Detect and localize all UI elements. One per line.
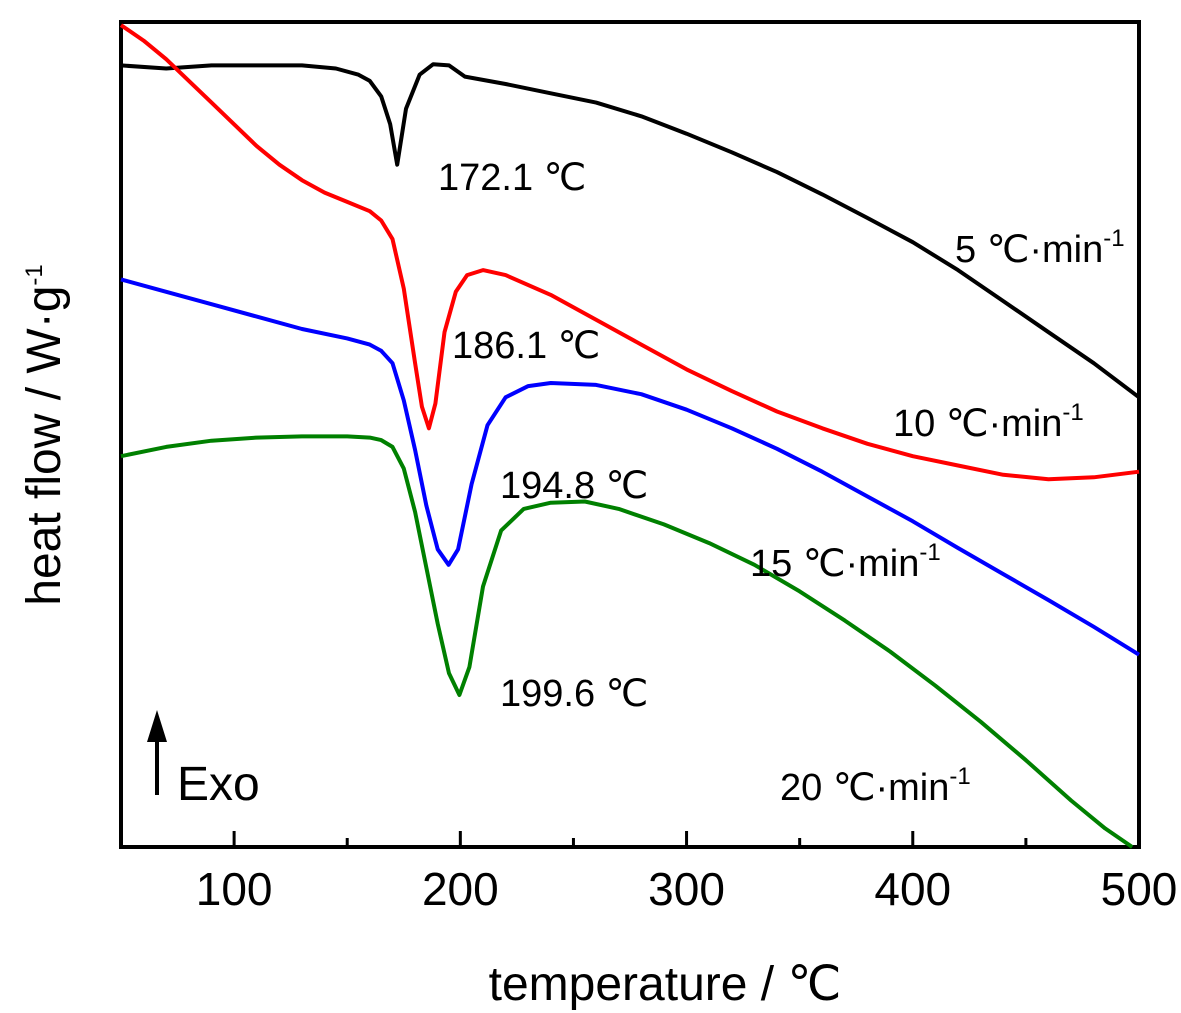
peak-label-20: 199.6 ℃	[500, 673, 648, 715]
x-ticks	[232, 831, 1028, 847]
series-label-20: 20 ℃·min-1	[780, 763, 971, 809]
exo-label: Exo	[177, 758, 260, 811]
series-line-1	[119, 23, 1140, 482]
series-line-0	[120, 62, 1141, 399]
exo-arrow-head	[147, 710, 167, 742]
x-tick-labels: 100 200 300 400 500	[196, 863, 1178, 915]
y-axis-title: heat flow / W·g-1	[18, 264, 71, 605]
x-axis-title: temperature / ℃	[489, 958, 842, 1011]
x-tick-label-500: 500	[1101, 863, 1178, 915]
peak-label-5: 172.1 ℃	[438, 157, 586, 199]
series-label-15: 15 ℃·min-1	[750, 539, 941, 585]
series-label-5: 5 ℃·min-1	[955, 225, 1125, 271]
x-tick-label-400: 400	[874, 863, 951, 915]
x-tick-label-100: 100	[196, 863, 273, 915]
x-tick-label-300: 300	[648, 863, 725, 915]
series-label-10: 10 ℃·min-1	[893, 399, 1084, 445]
peak-label-10: 186.1 ℃	[452, 325, 600, 367]
series-line-3	[120, 434, 1134, 849]
series-lines	[119, 23, 1141, 849]
series-line-2	[120, 277, 1141, 657]
plot-frame	[119, 20, 1141, 849]
x-tick-label-200: 200	[422, 863, 499, 915]
peak-label-15: 194.8 ℃	[500, 465, 648, 507]
